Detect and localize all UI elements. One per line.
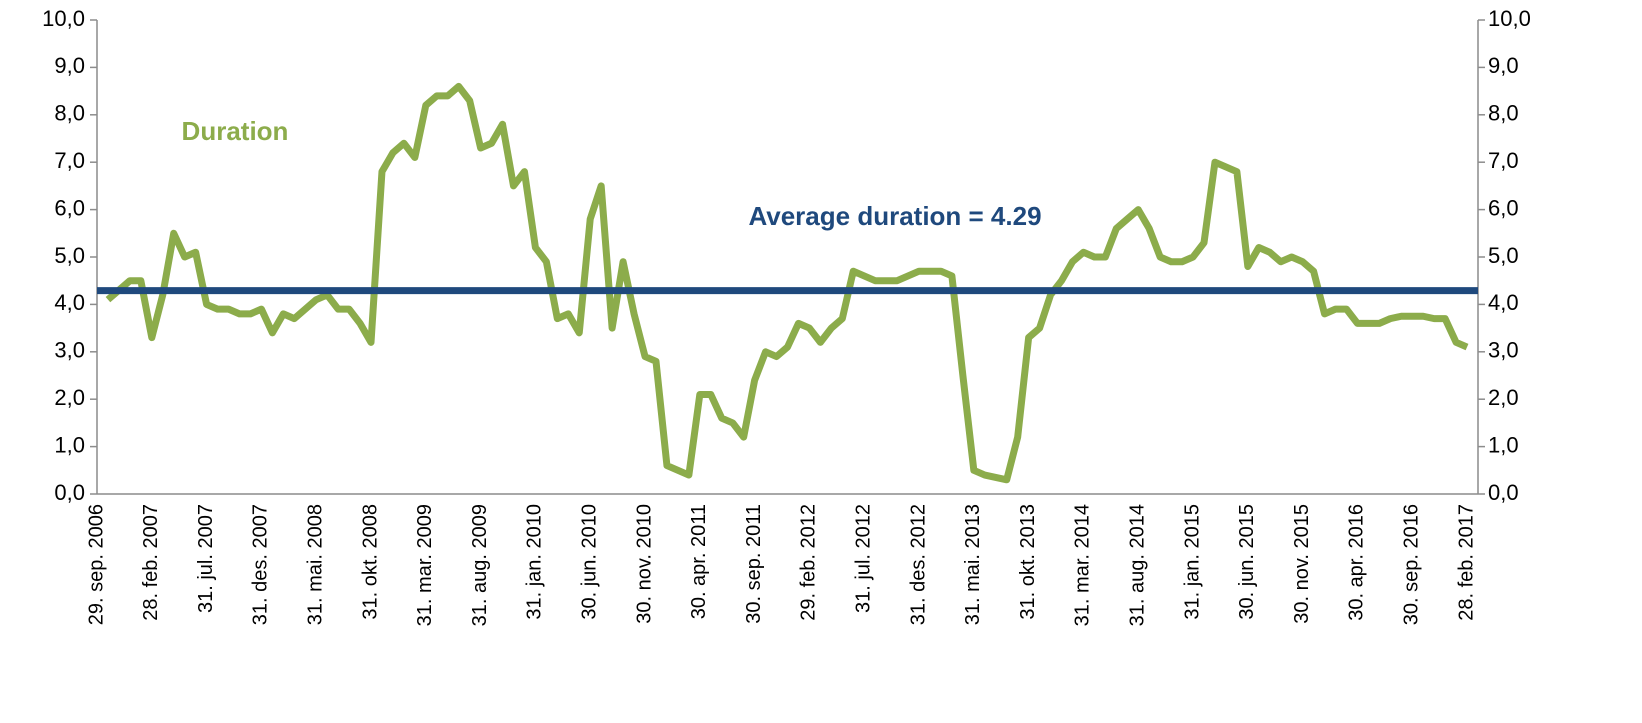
x-tick-label: 31. jan. 2010 [524,504,546,620]
x-tick-label: 30. nov. 2010 [633,504,655,624]
y2-tick-label: 2,0 [1488,385,1519,410]
x-tick-label: 30. nov. 2015 [1291,504,1313,624]
y-tick-label: 10,0 [42,6,85,31]
y2-tick-label: 7,0 [1488,148,1519,173]
y2-tick-label: 1,0 [1488,432,1519,457]
y-tick-label: 3,0 [54,338,85,363]
x-tick-label: 30. apr. 2016 [1346,504,1368,621]
y2-tick-label: 6,0 [1488,195,1519,220]
y2-tick-label: 9,0 [1488,53,1519,78]
x-tick-label: 31. okt. 2008 [359,504,381,620]
average-label: Average duration = 4.29 [748,201,1041,231]
x-tick-label: 31. mar. 2009 [414,504,436,626]
x-tick-label: 31. mar. 2014 [1072,504,1094,626]
x-tick-label: 29. feb. 2012 [798,504,820,621]
y2-tick-label: 4,0 [1488,290,1519,315]
y2-tick-label: 8,0 [1488,101,1519,126]
x-tick-label: 30. apr. 2011 [688,504,710,619]
x-tick-label: 30. jun. 2015 [1236,504,1258,620]
y-tick-label: 1,0 [54,432,85,457]
x-tick-label: 29. sep. 2006 [85,504,107,625]
x-tick-label: 31. jan. 2015 [1181,504,1203,620]
x-tick-label: 31. mai. 2013 [962,504,984,625]
x-tick-label: 30. jun. 2010 [578,504,600,620]
y-tick-label: 5,0 [54,243,85,268]
x-tick-label: 31. jul. 2007 [195,504,217,613]
x-tick-label: 28. feb. 2017 [1455,504,1477,621]
x-tick-label: 31. okt. 2013 [1017,504,1039,620]
y2-tick-label: 5,0 [1488,243,1519,268]
y-tick-label: 0,0 [54,480,85,505]
line-series [105,82,1469,484]
y-tick-label: 9,0 [54,53,85,78]
x-tick-label: 31. des. 2012 [907,504,929,625]
y-tick-label: 4,0 [54,290,85,315]
x-tick-label: 31. mai. 2008 [304,504,326,625]
x-tick-label: 31. des. 2007 [250,504,272,625]
y2-tick-label: 0,0 [1488,480,1519,505]
y-tick-label: 6,0 [54,195,85,220]
y2-tick-label: 3,0 [1488,338,1519,363]
x-tick-label: 31. aug. 2014 [1127,504,1149,626]
y2-tick-label: 10,0 [1488,6,1531,31]
x-tick-label: 28. feb. 2007 [140,504,162,621]
y-tick-label: 2,0 [54,385,85,410]
y-tick-label: 7,0 [54,148,85,173]
series-label: Duration [182,116,289,146]
x-tick-label: 31. aug. 2009 [469,504,491,626]
x-tick-label: 30. sep. 2016 [1401,504,1423,625]
x-tick-label: 30. sep. 2011 [743,504,765,624]
y-tick-label: 8,0 [54,101,85,126]
x-tick-label: 31. jul. 2012 [853,504,875,613]
